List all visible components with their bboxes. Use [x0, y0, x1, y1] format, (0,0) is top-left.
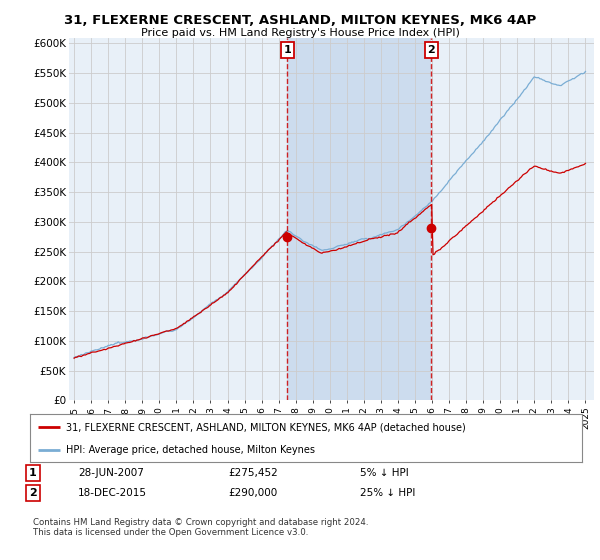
Text: 31, FLEXERNE CRESCENT, ASHLAND, MILTON KEYNES, MK6 4AP (detached house): 31, FLEXERNE CRESCENT, ASHLAND, MILTON K… — [66, 422, 466, 432]
Text: 5% ↓ HPI: 5% ↓ HPI — [360, 468, 409, 478]
Text: 2: 2 — [427, 45, 435, 55]
Text: 1: 1 — [283, 45, 291, 55]
Text: 18-DEC-2015: 18-DEC-2015 — [78, 488, 147, 498]
Text: 1: 1 — [29, 468, 37, 478]
Text: Price paid vs. HM Land Registry's House Price Index (HPI): Price paid vs. HM Land Registry's House … — [140, 28, 460, 38]
Text: £275,452: £275,452 — [228, 468, 278, 478]
Text: 28-JUN-2007: 28-JUN-2007 — [78, 468, 144, 478]
Text: HPI: Average price, detached house, Milton Keynes: HPI: Average price, detached house, Milt… — [66, 445, 315, 455]
Text: 31, FLEXERNE CRESCENT, ASHLAND, MILTON KEYNES, MK6 4AP: 31, FLEXERNE CRESCENT, ASHLAND, MILTON K… — [64, 14, 536, 27]
Bar — [287, 38, 431, 400]
Text: £290,000: £290,000 — [228, 488, 277, 498]
Text: 25% ↓ HPI: 25% ↓ HPI — [360, 488, 415, 498]
Text: 2: 2 — [29, 488, 37, 498]
Text: Contains HM Land Registry data © Crown copyright and database right 2024.
This d: Contains HM Land Registry data © Crown c… — [33, 518, 368, 538]
